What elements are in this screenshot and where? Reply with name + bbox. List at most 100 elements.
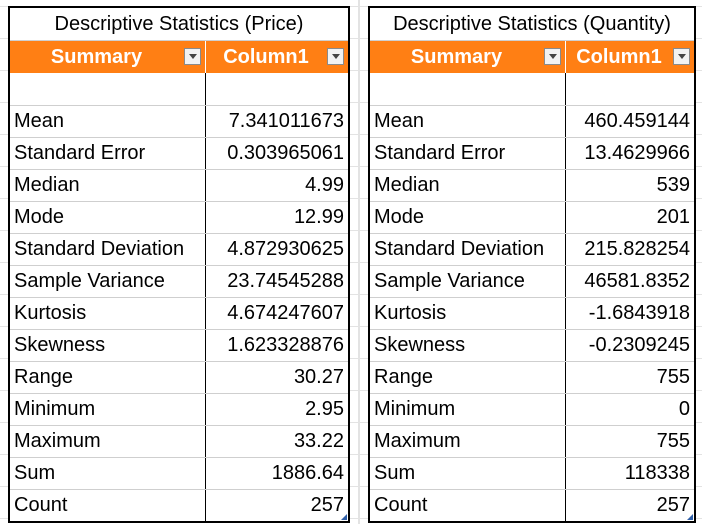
- stat-label-cell[interactable]: Minimum: [370, 394, 566, 425]
- stat-label-cell[interactable]: Mean: [10, 106, 206, 137]
- stat-label-cell[interactable]: Mode: [370, 202, 566, 233]
- chevron-down-icon[interactable]: [673, 48, 690, 65]
- stat-label-cell[interactable]: Standard Deviation: [10, 234, 206, 265]
- stat-value-cell[interactable]: -0.2309245: [588, 334, 690, 356]
- table-row[interactable]: Kurtosis -1.6843918: [370, 297, 694, 329]
- stat-label-cell[interactable]: Median: [10, 170, 206, 201]
- stat-label-cell[interactable]: Sample Variance: [370, 266, 566, 297]
- chevron-down-icon[interactable]: [327, 48, 344, 65]
- stat-label-cell[interactable]: Maximum: [10, 426, 206, 457]
- stat-value-cell[interactable]: 257: [656, 494, 690, 516]
- stat-value-cell[interactable]: 30.27: [293, 366, 344, 388]
- stat-label-cell[interactable]: Median: [370, 170, 566, 201]
- stat-value-cell[interactable]: 4.674247607: [227, 302, 344, 324]
- empty-row[interactable]: [10, 73, 348, 105]
- stat-value-cell[interactable]: 1.623328876: [227, 334, 344, 356]
- stat-label-cell[interactable]: Sum: [370, 458, 566, 489]
- table-row[interactable]: Mode 12.99: [10, 201, 348, 233]
- stat-label-cell[interactable]: Mode: [10, 202, 206, 233]
- stat-value-cell[interactable]: 460.459144: [584, 110, 690, 132]
- table-row[interactable]: Standard Error 13.4629966: [370, 137, 694, 169]
- stat-label-cell[interactable]: Range: [10, 362, 206, 393]
- table-row[interactable]: Standard Error 0.303965061: [10, 137, 348, 169]
- table-row[interactable]: Sample Variance 46581.8352: [370, 265, 694, 297]
- empty-row[interactable]: [370, 73, 694, 105]
- table-row[interactable]: Mean 460.459144: [370, 105, 694, 137]
- table-row[interactable]: Count 257: [370, 489, 694, 521]
- stat-value-cell[interactable]: 0: [678, 398, 690, 420]
- stat-label-cell[interactable]: Sum: [10, 458, 206, 489]
- header-summary[interactable]: Summary: [370, 41, 566, 73]
- table-row[interactable]: Standard Deviation 215.828254: [370, 233, 694, 265]
- stat-value-cell[interactable]: 755: [656, 366, 690, 388]
- stat-label-cell[interactable]: Standard Error: [10, 138, 206, 169]
- table-row[interactable]: Count 257: [10, 489, 348, 521]
- chevron-down-icon[interactable]: [184, 48, 201, 65]
- header-label: Summary: [50, 45, 143, 68]
- stat-label-cell[interactable]: Skewness: [370, 330, 566, 361]
- table-cell[interactable]: [370, 73, 566, 105]
- stat-value-cell[interactable]: 118338: [624, 462, 690, 484]
- table-row[interactable]: Median 539: [370, 169, 694, 201]
- table-row[interactable]: Range 755: [370, 361, 694, 393]
- column-gridline: [358, 0, 360, 524]
- stat-label-cell[interactable]: Mean: [370, 106, 566, 137]
- table-row[interactable]: Skewness 1.623328876: [10, 329, 348, 361]
- stat-label-cell[interactable]: Range: [370, 362, 566, 393]
- stat-value-cell[interactable]: 257: [310, 494, 344, 516]
- stat-value-cell[interactable]: 33.22: [293, 430, 344, 452]
- table-row[interactable]: Range 30.27: [10, 361, 348, 393]
- stat-value-cell[interactable]: 0.303965061: [227, 142, 344, 164]
- stat-label-cell[interactable]: Skewness: [10, 330, 206, 361]
- stat-value-cell[interactable]: 23.74545288: [227, 270, 344, 292]
- stat-label-cell[interactable]: Sample Variance: [10, 266, 206, 297]
- stat-value-cell[interactable]: 4.99: [305, 174, 344, 196]
- table-title: Descriptive Statistics (Quantity): [370, 8, 694, 41]
- stat-value-cell[interactable]: 7.341011673: [228, 110, 344, 132]
- header-label: Column1: [576, 45, 662, 68]
- table-row[interactable]: Maximum 755: [370, 425, 694, 457]
- table-cell[interactable]: [566, 73, 694, 105]
- stat-value-cell[interactable]: -1.6843918: [588, 302, 690, 324]
- stat-value-cell[interactable]: 4.872930625: [227, 238, 344, 260]
- stat-value-cell[interactable]: 539: [656, 174, 690, 196]
- stat-value-cell[interactable]: 1886.64: [271, 462, 344, 484]
- stat-value-cell[interactable]: 201: [656, 206, 690, 228]
- table-resize-handle[interactable]: [687, 514, 693, 520]
- stat-value-cell[interactable]: 755: [656, 430, 690, 452]
- stat-value-cell[interactable]: 13.4629966: [584, 142, 690, 164]
- table-row[interactable]: Kurtosis 4.674247607: [10, 297, 348, 329]
- chevron-down-icon[interactable]: [544, 48, 561, 65]
- stat-label-cell[interactable]: Standard Error: [370, 138, 566, 169]
- stat-label-cell[interactable]: Kurtosis: [10, 298, 206, 329]
- table-cell[interactable]: [10, 73, 206, 105]
- stat-value-cell[interactable]: 215.828254: [584, 238, 690, 260]
- table-row[interactable]: Sum 1886.64: [10, 457, 348, 489]
- header-label: Column1: [223, 45, 309, 68]
- table-row[interactable]: Minimum 0: [370, 393, 694, 425]
- stat-value-cell[interactable]: 46581.8352: [584, 270, 690, 292]
- table-row[interactable]: Sample Variance 23.74545288: [10, 265, 348, 297]
- header-column1[interactable]: Column1: [206, 41, 348, 73]
- stat-label-cell[interactable]: Count: [370, 490, 566, 521]
- stat-value-cell[interactable]: 2.95: [305, 398, 344, 420]
- header-column1[interactable]: Column1: [566, 41, 694, 73]
- table-row[interactable]: Minimum 2.95: [10, 393, 348, 425]
- table-row[interactable]: Mean 7.341011673: [10, 105, 348, 137]
- stat-label-cell[interactable]: Kurtosis: [370, 298, 566, 329]
- stat-label-cell[interactable]: Maximum: [370, 426, 566, 457]
- stat-value-cell[interactable]: 12.99: [293, 206, 344, 228]
- table-row[interactable]: Standard Deviation 4.872930625: [10, 233, 348, 265]
- stat-label-cell[interactable]: Minimum: [10, 394, 206, 425]
- table-row[interactable]: Median 4.99: [10, 169, 348, 201]
- header-summary[interactable]: Summary: [10, 41, 206, 73]
- stat-label-cell[interactable]: Standard Deviation: [370, 234, 566, 265]
- table-row[interactable]: Maximum 33.22: [10, 425, 348, 457]
- table-cell[interactable]: [206, 73, 348, 105]
- table-row[interactable]: Skewness -0.2309245: [370, 329, 694, 361]
- table-row[interactable]: Sum 118338: [370, 457, 694, 489]
- table-resize-handle[interactable]: [341, 514, 347, 520]
- quantity-stats-table: Descriptive Statistics (Quantity) Summar…: [368, 6, 696, 523]
- table-row[interactable]: Mode 201: [370, 201, 694, 233]
- stat-label-cell[interactable]: Count: [10, 490, 206, 521]
